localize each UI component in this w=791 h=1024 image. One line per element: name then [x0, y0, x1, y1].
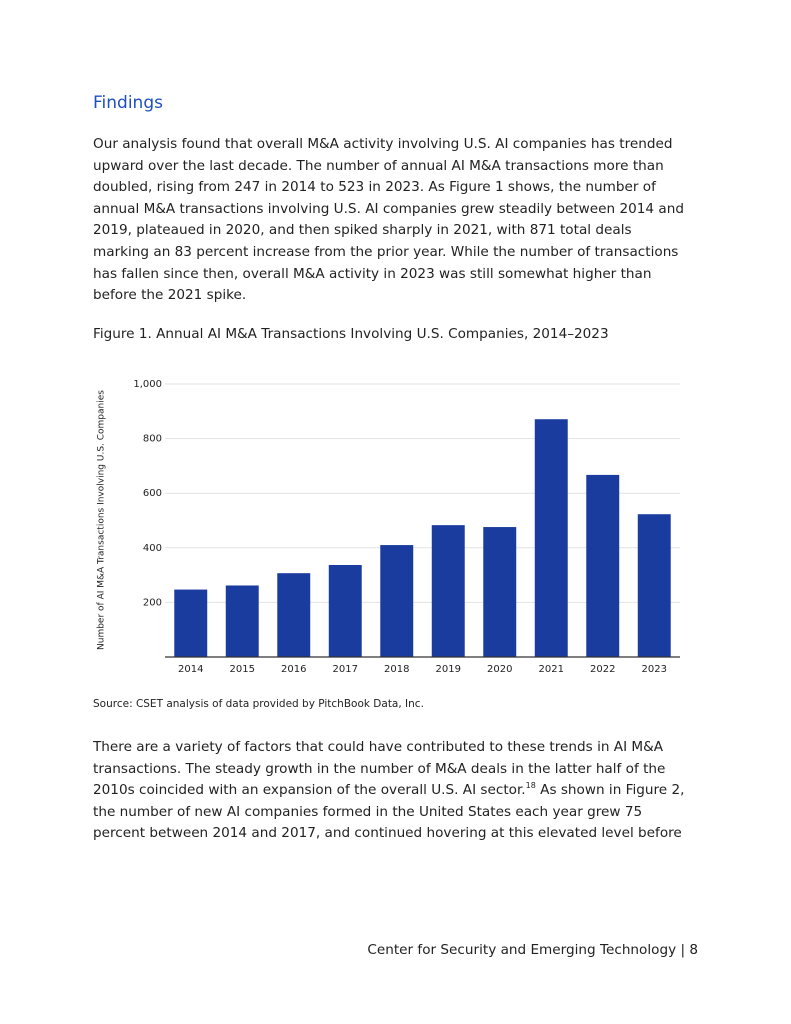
text-line: marking an 83 percent increase from the … [93, 243, 679, 260]
x-tick-label: 2021 [539, 664, 564, 675]
bar [277, 573, 311, 657]
x-tick-label: 2017 [333, 664, 358, 675]
x-tick-label: 2019 [436, 664, 461, 675]
text: As shown in Figure 2, [535, 782, 685, 799]
footnote-ref: 18 [525, 781, 536, 791]
paragraph: There are a variety of factors that coul… [93, 737, 684, 845]
x-tick-label: 2022 [590, 664, 615, 675]
bar [225, 585, 259, 657]
y-tick-label: 200 [143, 597, 162, 608]
y-tick-label: 800 [143, 434, 162, 445]
footer: Center for Security and Emerging Technol… [367, 942, 698, 958]
text: 2010s coincided with an expansion of the… [93, 782, 526, 799]
figure-caption: Figure 1. Annual AI M&A Transactions Inv… [93, 326, 609, 342]
x-tick-label: 2015 [230, 664, 255, 675]
y-axis-label: Number of AI M&A Transactions Involving … [97, 390, 107, 650]
text-line: before the 2021 spike. [93, 287, 247, 304]
chart: Number of AI M&A Transactions Involving … [97, 379, 680, 675]
text-line: the number of new AI companies formed in… [93, 803, 643, 820]
x-tick-label: 2014 [178, 664, 203, 675]
text-line: doubled, rising from 247 in 2014 to 523 … [93, 179, 656, 196]
y-tick-label: 600 [143, 488, 162, 499]
text-line: 2019, plateaued in 2020, and then spiked… [93, 222, 632, 239]
x-tick-label: 2023 [642, 664, 667, 675]
y-tick-label: 1,000 [133, 379, 162, 390]
x-tick-label: 2020 [487, 664, 512, 675]
bar [431, 525, 465, 657]
text-line: upward over the last decade. The number … [93, 157, 664, 174]
text-line: has fallen since then, overall M&A activ… [93, 265, 652, 282]
x-tick-label: 2016 [281, 664, 306, 675]
text-line: Our analysis found that overall M&A acti… [93, 136, 673, 152]
bar [328, 564, 362, 657]
y-tick-label: 400 [143, 543, 162, 554]
text-line: 2010s coincided with an expansion of the… [93, 780, 684, 802]
bar [380, 545, 414, 657]
bar [483, 527, 517, 657]
heading: Findings [93, 93, 163, 113]
text-line: percent between 2014 and 2017, and conti… [93, 825, 682, 842]
text-line: There are a variety of factors that coul… [93, 739, 664, 755]
paragraph: Our analysis found that overall M&A acti… [93, 134, 684, 307]
bar [586, 474, 620, 657]
text-line: transactions. The steady growth in the n… [93, 760, 666, 777]
source: Source: CSET analysis of data provided b… [93, 698, 424, 710]
text-line: annual M&A transactions involving U.S. A… [93, 200, 684, 217]
bar [637, 514, 671, 657]
bar [534, 419, 568, 657]
x-tick-label: 2018 [384, 664, 409, 675]
bar [174, 589, 208, 657]
